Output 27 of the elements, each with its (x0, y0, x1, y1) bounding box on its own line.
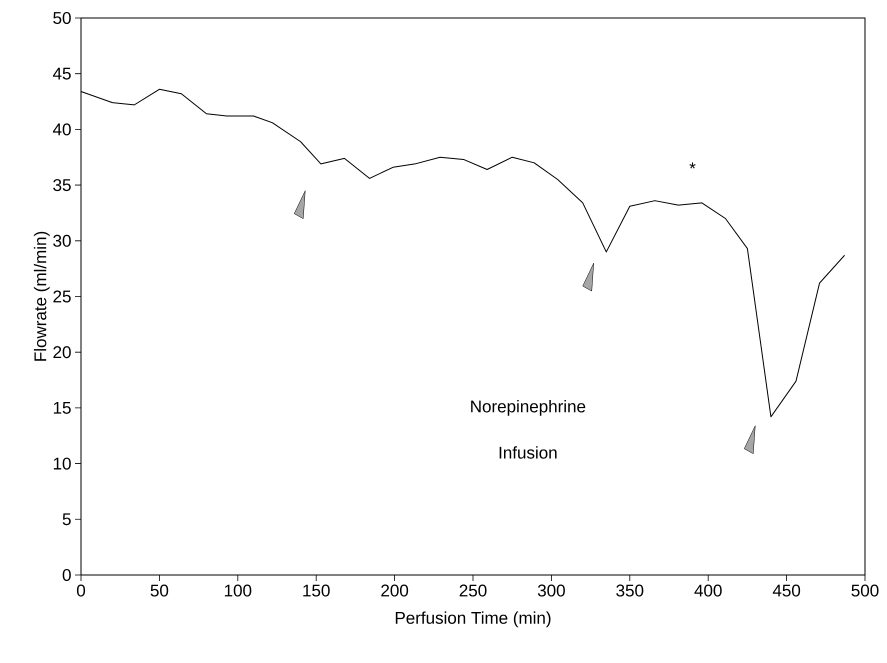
y-tick-label: 30 (53, 234, 71, 247)
x-tick-label: 450 (772, 584, 800, 597)
y-tick-label: 20 (53, 346, 71, 358)
annotation: Infusion (500, 446, 557, 459)
x-tick-label: 500 (851, 584, 879, 597)
x-tick-label: 150 (303, 584, 330, 597)
y-tick-label: 50 (53, 12, 71, 24)
annotation: Norepinephrine (471, 400, 586, 416)
x-tick-label: 0 (76, 584, 86, 597)
y-tick-label: 10 (54, 458, 71, 470)
x-tick-label: 50 (150, 584, 168, 597)
y-tick-label: 5 (62, 513, 71, 526)
x-tick-label: 350 (616, 584, 644, 597)
x-axis-title: Perfusion Time (min) (396, 611, 550, 628)
y-tick-label: 45 (52, 68, 71, 80)
x-tick-label: 100 (224, 584, 252, 597)
x-tick-label: 200 (381, 584, 408, 597)
y-tick-label: 0 (62, 568, 71, 582)
y-tick-label: 40 (52, 123, 71, 136)
y-tick-label: 25 (53, 290, 71, 303)
x-tick-label: 400 (694, 584, 722, 597)
y-tick-label: 35 (53, 179, 71, 192)
y-tick-label: 15 (54, 402, 71, 414)
x-tick-label: 300 (538, 584, 565, 597)
y-axis-title: Flowrate (ml/min) (34, 232, 50, 361)
annotation: * (689, 162, 696, 168)
x-tick-label: 250 (460, 584, 487, 597)
